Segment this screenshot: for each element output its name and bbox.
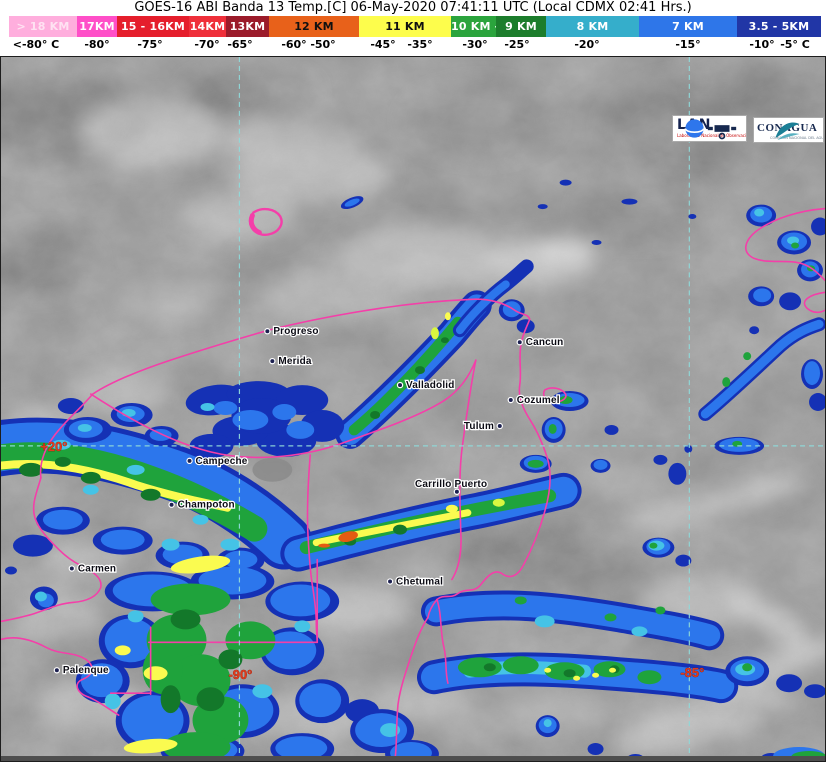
temp-label-4: -65°: [227, 38, 253, 51]
coord-label-1: -90°: [228, 667, 252, 682]
legend-segment-6: 11 KM: [359, 16, 451, 37]
geo-borders-layer: [1, 207, 825, 760]
coord-label-2: -85°: [680, 665, 704, 680]
coord-labels-layer: +20° -90° -85°: [40, 439, 704, 683]
city-dot-valladolid: [396, 381, 404, 389]
city-dot-tulum: [496, 422, 503, 430]
conagua-bird-icon: [775, 122, 800, 140]
city-label-palenque: Palenque: [63, 665, 109, 676]
city-dot-champoton: [168, 501, 175, 508]
legend-segment-10: 7 KM: [639, 16, 737, 37]
city-label-tulum: Tulum: [464, 421, 494, 432]
temp-label-2: -75°: [137, 38, 163, 51]
temp-label-5: -60°: [281, 38, 307, 51]
city-label-progreso: Progreso: [273, 326, 318, 337]
temp-label-0: <-80° C: [12, 38, 60, 51]
legend-segment-3: 14KM: [189, 16, 226, 37]
city-dot-carrillo-puerto: [453, 488, 461, 495]
legend-segment-8: 9 KM: [496, 16, 546, 37]
temp-label-7: -45°: [370, 38, 396, 51]
temp-label-11: -20°: [574, 38, 600, 51]
gridlines-layer: [1, 57, 825, 761]
temp-label-10: -25°: [504, 38, 530, 51]
temp-label-14: -5° C: [780, 38, 810, 51]
city-dot-campeche: [186, 457, 193, 465]
temp-label-1: -80°: [84, 38, 110, 51]
legend-segment-2: 15 - 16KM: [117, 16, 189, 37]
city-dot-cancun: [516, 338, 523, 346]
temp-label-12: -15°: [675, 38, 701, 51]
lanot-satellite-icon: [684, 119, 737, 140]
legend-segment-5: 12 KM: [269, 16, 359, 37]
city-label-cancun: Cancun: [526, 337, 564, 348]
temp-label-3: -70°: [194, 38, 220, 51]
temp-label-9: -30°: [462, 38, 488, 51]
city-label-valladolid: Valladolid: [406, 380, 455, 391]
city-label-carrillo-puerto: Carrillo Puerto: [415, 479, 487, 490]
coord-label-0: +20°: [40, 439, 67, 454]
city-label-campeche: Campeche: [196, 456, 248, 467]
lanot-logo: LAN Laboratorio Nacional de Observación …: [672, 115, 747, 142]
city-label-cozumel: Cozumel: [517, 395, 560, 406]
legend-segment-11: 3.5 - 5KM: [737, 16, 821, 37]
satellite-map: +20° -90° -85° Progreso Merida Valladolid Can…: [0, 56, 826, 762]
conagua-logo: CONAGUA COMISIÓN NACIONAL DEL AGUA: [753, 117, 824, 143]
legend-segment-1: 17KM: [77, 16, 117, 37]
legend-segment-0: > 18 KM: [9, 16, 77, 37]
city-dot-palenque: [53, 667, 61, 674]
city-label-merida: Merida: [278, 356, 312, 367]
city-dot-progreso: [264, 328, 271, 335]
city-dot-cozumel: [507, 396, 514, 404]
city-label-carmen: Carmen: [78, 564, 116, 575]
map-bottom-edge: [1, 756, 825, 761]
city-label-champoton: Champoton: [178, 500, 235, 511]
city-label-chetumal: Chetumal: [396, 577, 443, 588]
conagua-tagline-text: COMISIÓN NACIONAL DEL AGUA: [770, 136, 824, 140]
temp-label-6: -50°: [310, 38, 336, 51]
city-dot-carmen: [68, 565, 76, 572]
city-dot-merida: [269, 357, 276, 365]
page-title: GOES-16 ABI Banda 13 Temp.[C] 06-May-202…: [134, 0, 692, 15]
temp-label-13: -10°: [749, 38, 775, 51]
temp-scale: <-80° C -80° -75° -70° -65° -60° -50° -45° -35° -…: [0, 37, 826, 56]
satellite-image: +20° -90° -85° Progreso Merida Valladolid Can…: [1, 57, 825, 761]
city-dot-chetumal: [386, 578, 394, 585]
legend-bar: > 18 KM 17KM 15 - 16KM 14KM 13KM 12 KM 11 KM 10…: [9, 16, 821, 37]
temp-label-8: -35°: [407, 38, 433, 51]
legend-segment-9: 8 KM: [546, 16, 639, 37]
lanot-tagline-text: Laboratorio Nacional de Observación de l…: [677, 133, 747, 138]
legend-segment-7: 10 KM -: [451, 16, 496, 37]
city-labels-layer: Progreso Merida Valladolid Cancun Cozumel Tul…: [53, 325, 564, 677]
legend-segment-4: 13KM: [226, 16, 269, 37]
